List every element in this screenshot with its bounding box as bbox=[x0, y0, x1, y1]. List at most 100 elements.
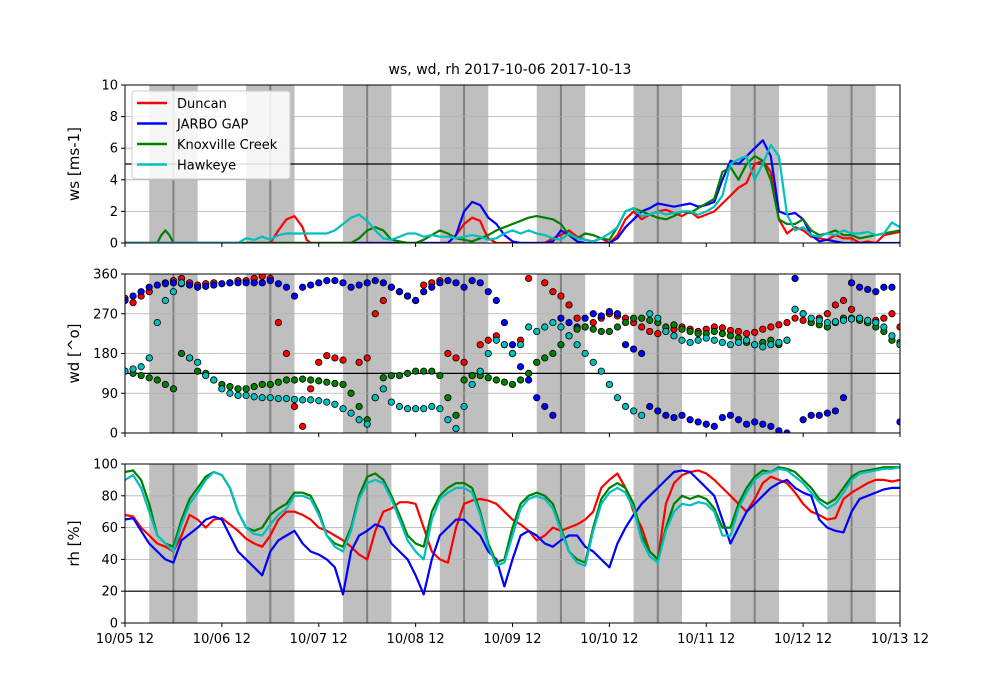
data-point-jarbo-gap bbox=[605, 307, 613, 316]
series-line-hawkeye bbox=[125, 143, 900, 243]
data-point-knoxville-creek bbox=[710, 327, 718, 336]
data-point-knoxville-creek bbox=[484, 374, 492, 382]
data-point-knoxville-creek bbox=[436, 371, 444, 380]
data-point-knoxville-creek bbox=[250, 383, 258, 391]
data-point-hawkeye bbox=[888, 332, 896, 340]
data-point-hawkeye bbox=[420, 405, 428, 413]
series-group bbox=[125, 139, 900, 243]
data-point-hawkeye bbox=[694, 336, 702, 344]
data-point-hawkeye bbox=[525, 323, 533, 331]
series-line-duncan bbox=[125, 469, 900, 564]
data-point-duncan bbox=[355, 358, 363, 366]
data-point-hawkeye bbox=[839, 316, 848, 324]
data-point-knoxville-creek bbox=[315, 377, 323, 385]
data-point-knoxville-creek bbox=[290, 376, 299, 384]
data-point-hawkeye bbox=[355, 416, 363, 424]
data-point-jarbo-gap bbox=[807, 411, 815, 419]
data-point-knoxville-creek bbox=[258, 380, 266, 389]
data-point-hawkeye bbox=[226, 389, 234, 397]
data-point-hawkeye bbox=[290, 395, 299, 404]
data-point-jarbo-gap bbox=[226, 279, 234, 287]
data-point-knoxville-creek bbox=[573, 325, 581, 333]
data-point-hawkeye bbox=[791, 305, 799, 313]
data-point-hawkeye bbox=[177, 279, 186, 287]
data-point-jarbo-gap bbox=[379, 279, 387, 287]
data-point-jarbo-gap bbox=[638, 349, 646, 358]
data-point-hawkeye bbox=[686, 338, 694, 347]
data-point-hawkeye bbox=[194, 358, 202, 366]
y-tick-label: 0 bbox=[110, 237, 118, 252]
legend: Duncan JARBO GAP Knoxville Creek Hawkeye bbox=[131, 90, 291, 180]
data-point-jarbo-gap bbox=[516, 363, 525, 371]
data-point-hawkeye bbox=[315, 397, 323, 405]
series-line-jarbo-gap bbox=[125, 139, 900, 243]
data-point-jarbo-gap bbox=[331, 277, 339, 285]
data-point-jarbo-gap bbox=[823, 409, 831, 417]
data-point-jarbo-gap bbox=[307, 281, 315, 289]
data-point-jarbo-gap bbox=[815, 411, 823, 419]
x-tick-label: 10/10 12 bbox=[580, 632, 638, 647]
data-point-hawkeye bbox=[549, 318, 557, 327]
data-point-knoxville-creek bbox=[266, 380, 274, 389]
data-point-hawkeye bbox=[339, 405, 347, 413]
data-point-hawkeye bbox=[363, 420, 371, 428]
data-point-duncan bbox=[783, 318, 791, 327]
data-point-duncan bbox=[307, 385, 315, 393]
y-tick-label: 270 bbox=[93, 307, 118, 322]
data-point-knoxville-creek bbox=[331, 379, 339, 388]
data-point-jarbo-gap bbox=[654, 407, 662, 415]
data-point-hawkeye bbox=[864, 316, 872, 324]
data-point-jarbo-gap bbox=[646, 402, 654, 411]
data-point-hawkeye bbox=[872, 318, 880, 327]
data-point-jarbo-gap bbox=[371, 277, 379, 285]
data-point-hawkeye bbox=[403, 405, 412, 413]
data-point-jarbo-gap bbox=[589, 310, 597, 318]
data-point-knoxville-creek bbox=[613, 323, 622, 331]
y-tick-label: 40 bbox=[101, 553, 118, 568]
data-point-hawkeye bbox=[880, 323, 888, 331]
data-point-knoxville-creek bbox=[694, 330, 702, 338]
data-point-duncan bbox=[525, 274, 533, 283]
data-point-hawkeye bbox=[573, 341, 581, 349]
data-point-hawkeye bbox=[597, 367, 605, 375]
data-point-jarbo-gap bbox=[258, 279, 266, 287]
data-point-jarbo-gap bbox=[533, 394, 541, 402]
data-point-duncan bbox=[743, 330, 751, 338]
data-point-knoxville-creek bbox=[177, 349, 186, 358]
data-point-knoxville-creek bbox=[387, 371, 396, 380]
data-point-hawkeye bbox=[662, 327, 670, 336]
data-point-knoxville-creek bbox=[516, 376, 525, 384]
data-point-hawkeye bbox=[282, 394, 291, 403]
data-point-hawkeye bbox=[258, 394, 266, 402]
data-point-hawkeye bbox=[428, 402, 436, 411]
data-point-knoxville-creek bbox=[589, 325, 597, 333]
data-point-duncan bbox=[839, 296, 848, 305]
data-point-jarbo-gap bbox=[476, 279, 484, 287]
data-point-duncan bbox=[299, 422, 307, 430]
data-point-hawkeye bbox=[484, 349, 492, 358]
data-point-hawkeye bbox=[783, 336, 791, 344]
data-point-duncan bbox=[129, 299, 137, 307]
data-point-duncan bbox=[323, 352, 331, 360]
data-point-jarbo-gap bbox=[266, 277, 274, 285]
data-point-hawkeye bbox=[847, 315, 856, 323]
data-point-jarbo-gap bbox=[282, 283, 291, 291]
data-point-hawkeye bbox=[856, 314, 864, 322]
data-point-knoxville-creek bbox=[629, 314, 638, 322]
x-tick-label: 10/08 12 bbox=[387, 632, 445, 647]
data-point-duncan bbox=[880, 314, 888, 322]
data-point-hawkeye bbox=[210, 376, 218, 384]
data-point-hawkeye bbox=[387, 398, 396, 406]
data-point-knoxville-creek bbox=[678, 325, 686, 333]
data-point-duncan bbox=[646, 327, 654, 336]
data-point-jarbo-gap bbox=[202, 282, 210, 290]
data-point-hawkeye bbox=[492, 336, 500, 344]
data-point-hawkeye bbox=[629, 407, 638, 415]
data-point-knoxville-creek bbox=[137, 371, 145, 380]
data-point-knoxville-creek bbox=[194, 367, 202, 375]
data-point-jarbo-gap bbox=[468, 277, 476, 285]
data-point-jarbo-gap bbox=[492, 296, 500, 305]
data-point-knoxville-creek bbox=[412, 367, 420, 375]
data-point-jarbo-gap bbox=[363, 279, 371, 287]
data-point-jarbo-gap bbox=[412, 296, 420, 305]
